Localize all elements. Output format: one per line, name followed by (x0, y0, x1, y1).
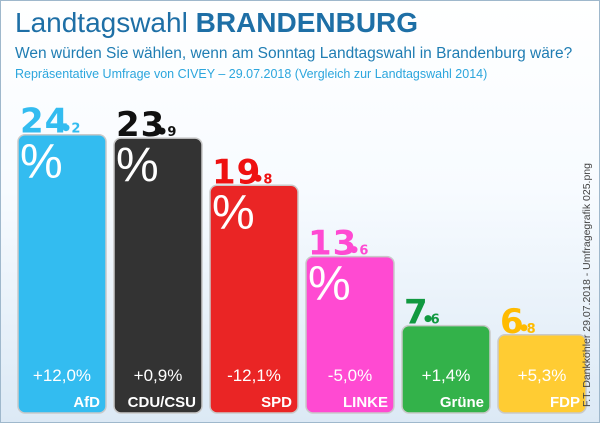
party-label-spd: SPD (261, 394, 292, 411)
title-main: BRANDENBURG (195, 7, 419, 38)
value-label-linke: 13 6 (308, 224, 369, 264)
value-label-spd: 19 8 (212, 152, 273, 192)
change-label-cdu-csu: +0,9% (134, 366, 183, 385)
percent-sign-afd: % (20, 136, 63, 189)
chart-subtitle: Wen würden Sie wählen, wenn am Sonntag L… (15, 45, 573, 62)
value-dec: 6 (431, 313, 441, 328)
bar-group-linke: 13 6% -5,0% LINKE (305, 224, 395, 414)
change-label-spd: -12,1% (227, 366, 281, 385)
party-label-gr-ne: Grüne (440, 394, 484, 411)
bar-spd (209, 184, 299, 414)
value-int: 24 (20, 102, 69, 142)
value-dec: 6 (359, 244, 369, 259)
change-label-gr-ne: +1,4% (422, 366, 471, 385)
bar-group-spd: 19 8% -12,1% SPD (209, 152, 299, 414)
value-dec: 2 (71, 122, 81, 137)
bar-group-fdp: 6 8 +5,3% FDP (497, 302, 587, 414)
party-label-linke: LINKE (343, 394, 388, 411)
percent-sign-spd: % (212, 186, 255, 239)
party-label-fdp: FDP (550, 394, 580, 411)
change-label-fdp: +5,3% (518, 366, 567, 385)
decimal-point-fdp (520, 324, 528, 332)
value-int: 13 (308, 224, 357, 264)
decimal-point-gr-ne (424, 315, 432, 323)
bar-gr-ne (401, 324, 491, 414)
decimal-point-spd (254, 174, 262, 182)
value-dec: 9 (167, 125, 177, 140)
bar-fdp (497, 334, 587, 414)
party-label-afd: AfD (73, 394, 100, 411)
change-label-afd: +12,0% (33, 366, 91, 385)
party-label-cdu-csu: CDU/CSU (128, 394, 196, 411)
title-prefix: Landtagswahl (15, 7, 188, 38)
value-dec: 8 (527, 322, 537, 337)
value-int: 7 (404, 293, 429, 333)
credit-line: F.T. Dankköhler 29.07.2018 - Umfragegraf… (581, 163, 593, 407)
value-dec: 8 (263, 172, 273, 187)
bar-group-cdu-csu: 23 9% +0,9% CDU/CSU (113, 105, 203, 414)
decimal-point-afd (62, 124, 70, 132)
bar-afd (17, 133, 107, 414)
bar-group-afd: 24 2% +12,0% AfD (17, 102, 107, 414)
chart-source: Repräsentative Umfrage von CIVEY – 29.07… (15, 67, 488, 81)
bar-group-gr-ne: 7 6 +1,4% Grüne (401, 293, 491, 414)
value-label-afd: 24 2 (20, 102, 81, 142)
value-label-cdu-csu: 23 9 (116, 105, 177, 145)
decimal-point-cdu-csu (158, 127, 166, 135)
bar-cdu-csu (113, 137, 203, 414)
chart-title: Landtagswahl BRANDENBURG (15, 7, 418, 39)
percent-sign-linke: % (308, 258, 351, 311)
value-int: 6 (500, 302, 525, 342)
value-int: 19 (212, 152, 261, 192)
decimal-point-linke (350, 246, 358, 254)
percent-sign-cdu-csu: % (116, 139, 159, 192)
value-int: 23 (116, 105, 165, 145)
bar-linke (305, 255, 395, 414)
change-label-linke: -5,0% (328, 366, 372, 385)
